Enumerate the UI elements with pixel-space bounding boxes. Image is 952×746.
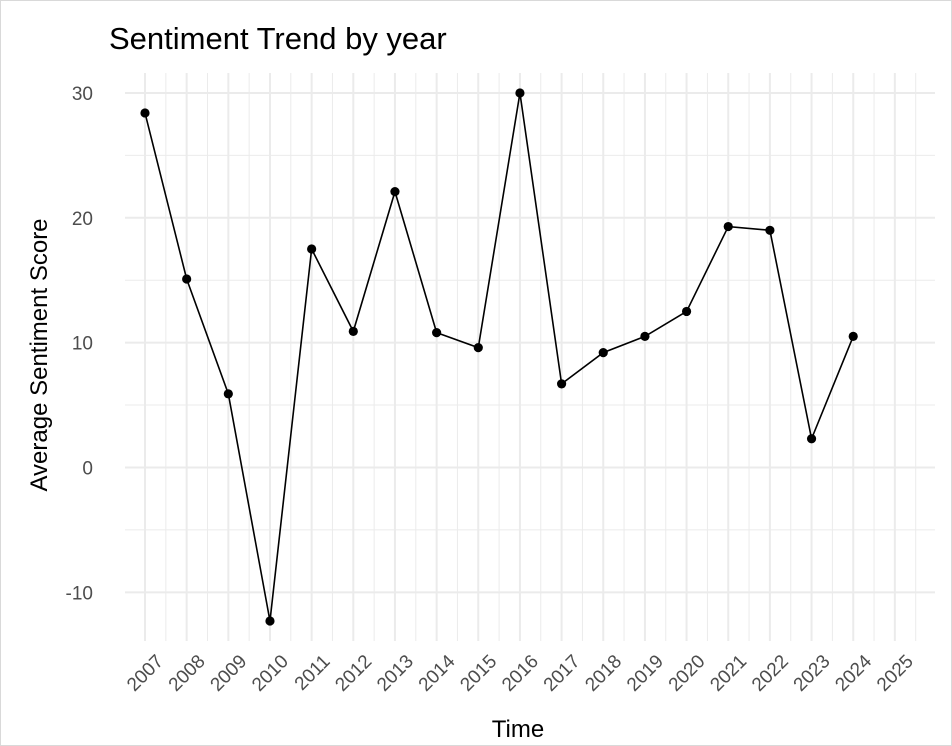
series-line xyxy=(144,92,854,622)
x-tick-label: 2009 xyxy=(207,651,252,696)
x-tick-label: 2014 xyxy=(415,651,460,696)
grid-lines xyxy=(125,73,935,641)
chart-title: Sentiment Trend by year xyxy=(109,21,447,56)
data-point xyxy=(265,616,275,626)
data-point xyxy=(348,326,358,337)
x-tick-label: 2019 xyxy=(623,651,668,696)
data-point xyxy=(140,108,150,118)
y-tick-label: 30 xyxy=(72,84,93,105)
x-tick-label: 2010 xyxy=(248,651,293,696)
y-tick-label: 20 xyxy=(72,209,93,230)
y-tick-label: -10 xyxy=(66,583,93,604)
data-point xyxy=(723,221,733,232)
data-point xyxy=(432,328,442,338)
y-tick-label: 10 xyxy=(72,334,93,355)
data-point xyxy=(390,186,400,197)
x-tick-label: 2020 xyxy=(665,651,710,696)
data-point xyxy=(640,331,650,342)
x-tick-label: 2007 xyxy=(123,651,168,696)
x-tick-label: 2025 xyxy=(873,651,918,696)
x-tick-label: 2022 xyxy=(748,651,793,696)
x-tick-label: 2017 xyxy=(540,651,585,696)
data-point xyxy=(473,343,483,353)
data-point xyxy=(681,306,692,317)
x-tick-labels: 2007200820092010201120122013201420152016… xyxy=(123,651,918,696)
data-point xyxy=(223,389,233,399)
x-tick-label: 2016 xyxy=(498,651,543,696)
x-tick-label: 2023 xyxy=(790,651,835,696)
data-point xyxy=(598,348,608,358)
y-tick-labels: -10 0 10 20 30 xyxy=(66,84,93,604)
data-point xyxy=(182,274,192,284)
data-point xyxy=(557,379,567,389)
data-point xyxy=(515,88,525,98)
data-point xyxy=(848,331,858,342)
data-point xyxy=(307,244,317,254)
x-tick-label: 2011 xyxy=(291,651,335,695)
series-layer xyxy=(140,88,858,626)
x-axis-title: Time xyxy=(492,716,544,743)
x-tick-label: 2024 xyxy=(831,651,876,696)
x-tick-label: 2021 xyxy=(706,651,751,696)
x-tick-label: 2013 xyxy=(373,651,418,696)
x-tick-label: 2015 xyxy=(456,651,501,696)
data-point xyxy=(765,225,775,235)
x-tick-label: 2008 xyxy=(165,651,210,696)
y-axis-title: Average Sentiment Score xyxy=(26,218,53,491)
x-tick-label: 2012 xyxy=(331,651,376,696)
data-point xyxy=(806,434,817,444)
x-tick-label: 2018 xyxy=(581,651,626,696)
y-tick-label: 0 xyxy=(82,458,93,479)
